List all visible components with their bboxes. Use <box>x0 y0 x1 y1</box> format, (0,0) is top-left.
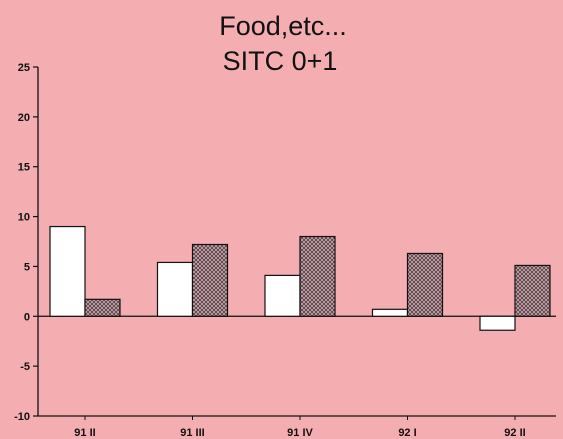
bar-hollow <box>264 274 301 317</box>
bar-hollow <box>479 315 516 331</box>
tick-labels: 25 20 15 10 5 0 -5 -10 91 II 91 III 91 IV 92 I 92 II <box>14 62 526 439</box>
x-tick-label: 92 II <box>504 427 525 439</box>
chart-subtitle: SITC 0+1 <box>223 46 338 76</box>
chart-title: Food,etc... <box>219 11 347 41</box>
bar-hatched <box>84 298 121 317</box>
x-tick-label: 92 I <box>398 427 416 439</box>
bars <box>49 225 551 331</box>
y-tick-label: -5 <box>20 361 30 373</box>
y-tick-label: -10 <box>14 411 30 423</box>
bar-hollow <box>156 261 194 317</box>
y-tick-label: 20 <box>18 112 30 124</box>
x-tick-label: 91 IV <box>287 427 313 439</box>
y-tick-label: 10 <box>18 212 30 224</box>
y-tick-label: 0 <box>24 311 30 323</box>
x-tick-label: 91 II <box>74 427 95 439</box>
bar-hatched <box>299 235 336 317</box>
axes <box>33 66 556 420</box>
y-tick-label: 15 <box>18 162 30 174</box>
bar-hatched <box>406 252 444 317</box>
y-tick-label: 25 <box>18 62 30 74</box>
y-tick-label: 5 <box>24 261 30 273</box>
bar-hatched <box>191 243 229 317</box>
x-tick-label: 91 III <box>180 427 204 439</box>
bar-hollow <box>49 225 86 317</box>
bar-hollow <box>371 308 409 317</box>
bar-hatched <box>514 264 551 317</box>
